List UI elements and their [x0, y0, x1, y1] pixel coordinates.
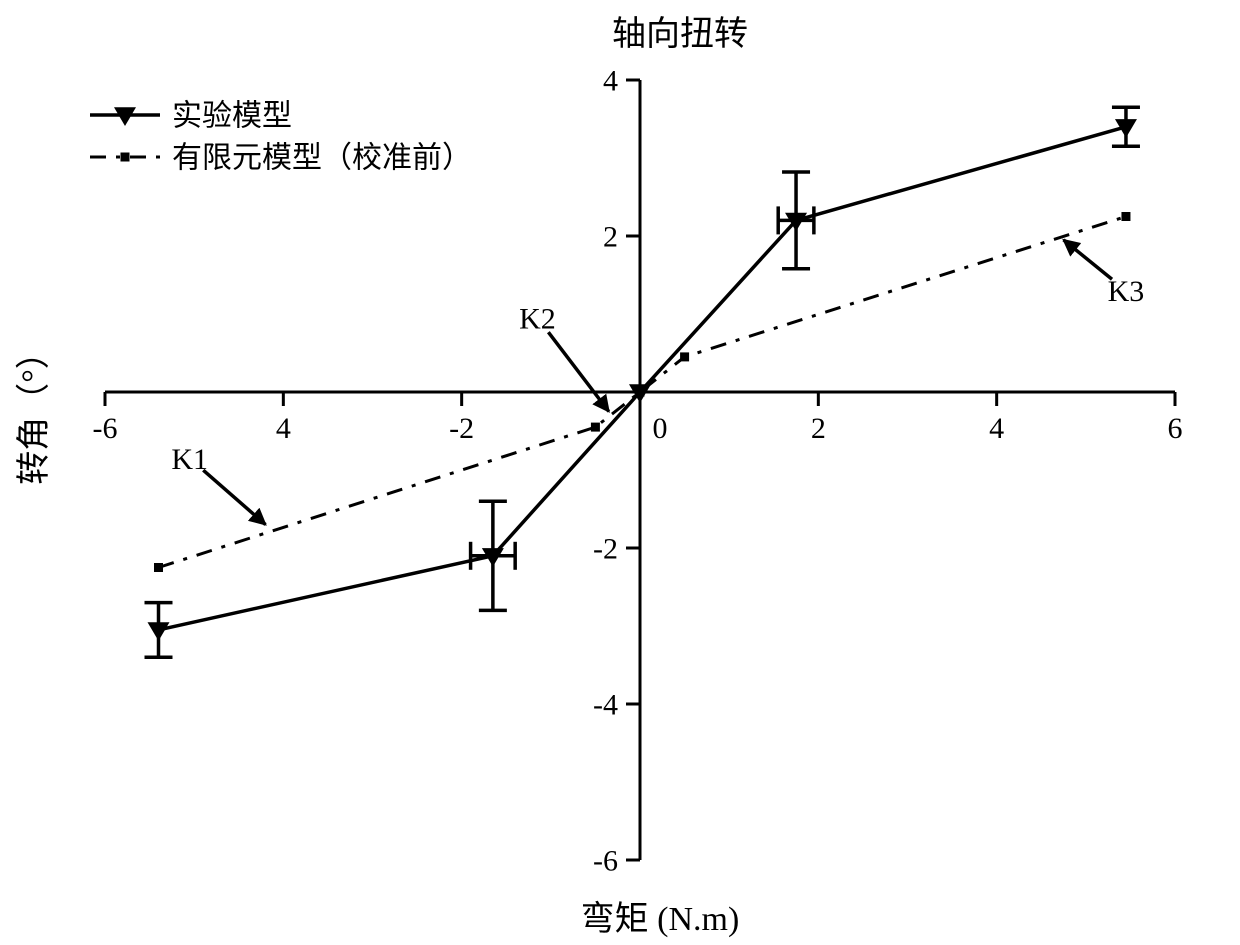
x-tick-label: -6 [93, 412, 118, 445]
annotation-label: K1 [171, 443, 208, 476]
marker-square [1121, 212, 1130, 221]
x-tick-label: 4 [989, 412, 1004, 445]
annotation-label: K2 [519, 302, 556, 335]
annotation-arrow [1064, 240, 1112, 279]
marker-square [636, 388, 645, 397]
series-exp [145, 107, 1140, 657]
annotation-arrow [203, 470, 265, 524]
chart-container: -6 4 -2 0 2 4 6 -6 -4 -2 2 4 K1 K2 K3 轴向扭转弯矩 (N.m) 转角（°）… [0, 0, 1240, 945]
marker-square [680, 352, 689, 361]
legend-label: 有限元模型（校准前） [172, 142, 472, 175]
annotation-arrow [548, 332, 608, 411]
marker-square [591, 423, 600, 432]
legend-label: 实验模型 [172, 100, 292, 133]
series-line [159, 127, 1126, 630]
y-axis-label: 转角（°） [15, 335, 53, 485]
chart-title: 轴向扭转 [612, 15, 748, 53]
legend: 实验模型有限元模型（校准前） [90, 100, 472, 175]
y-tick-label: -6 [593, 845, 618, 878]
x-tick-label: 4 [276, 412, 291, 445]
x-tick-label: 2 [811, 412, 826, 445]
y-tick-label: -4 [593, 689, 618, 722]
annotation-label: K3 [1108, 275, 1145, 308]
marker-square [121, 153, 130, 162]
y-tick-label: 2 [603, 221, 618, 254]
chart-svg: -6 4 -2 0 2 4 6 -6 -4 -2 2 4 K1 K2 K3 轴向扭转弯矩 (N.m) 转角（°）… [0, 0, 1240, 945]
legend-item: 有限元模型（校准前） [90, 142, 472, 175]
x-tick-label: -2 [449, 412, 474, 445]
y-tick-label: 4 [603, 65, 618, 98]
marker-triangle-down [148, 622, 170, 641]
legend-item: 实验模型 [90, 100, 292, 133]
x-tick-label: 0 [653, 412, 668, 445]
y-tick-label: -2 [593, 533, 618, 566]
x-tick-label: 6 [1168, 412, 1183, 445]
marker-square [154, 563, 163, 572]
x-axis-label: 弯矩 (N.m) [581, 900, 740, 938]
